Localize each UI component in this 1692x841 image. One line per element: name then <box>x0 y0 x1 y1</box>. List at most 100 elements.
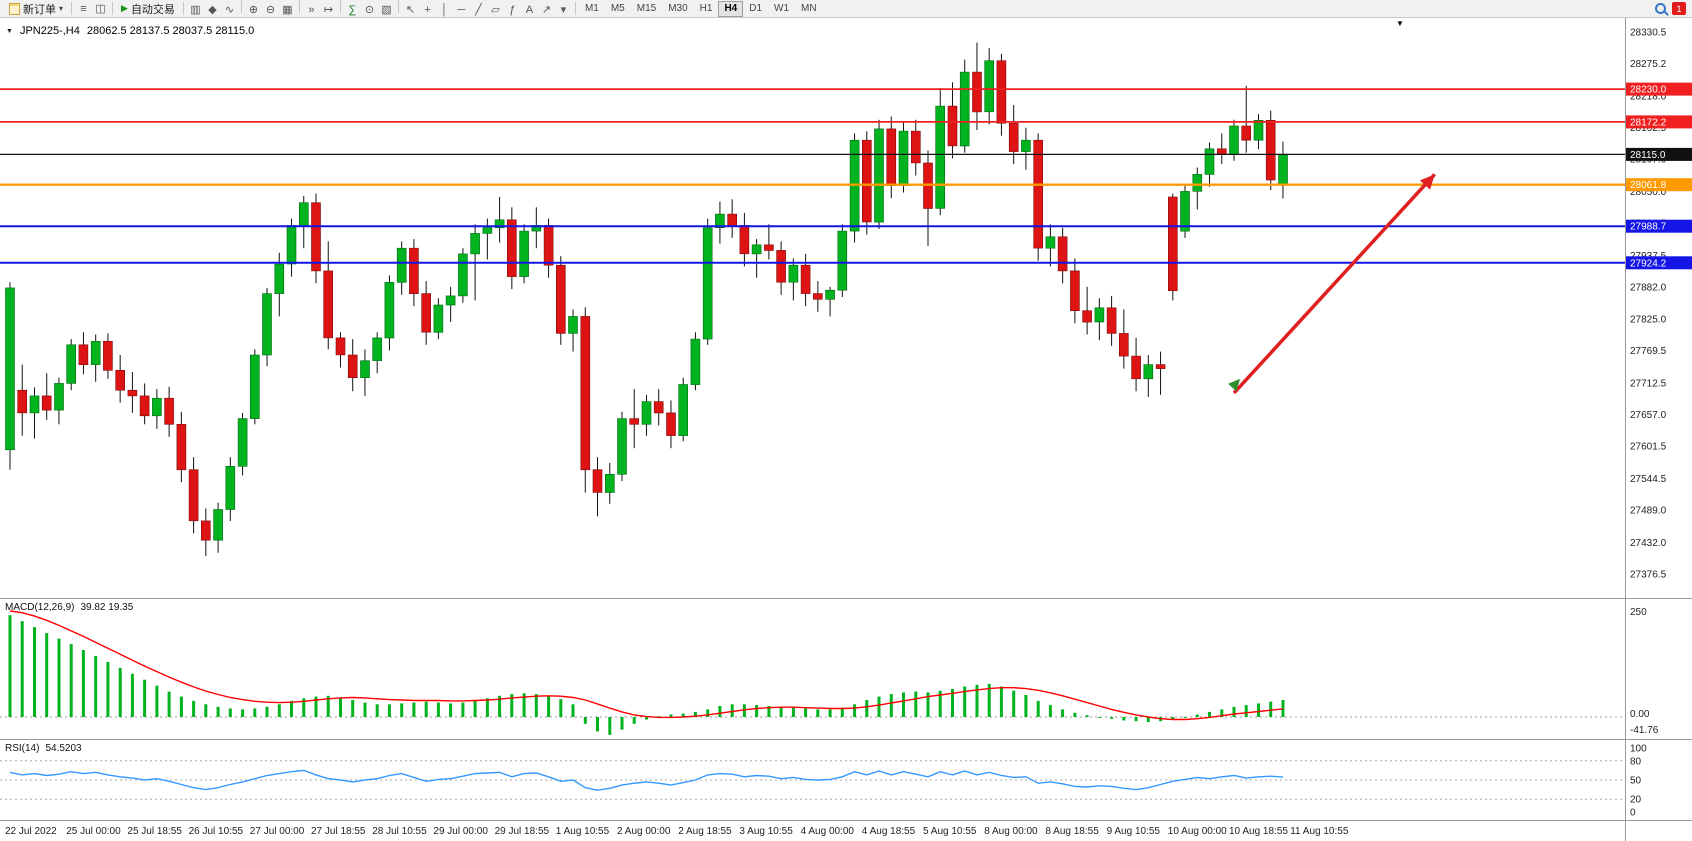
candle <box>1229 125 1239 155</box>
cursor-icon[interactable]: ↖ <box>405 3 416 16</box>
candle <box>237 418 248 467</box>
macd-indicator[interactable]: 250 0.00 -41.76 <box>0 599 1692 739</box>
macd-bar <box>681 713 685 717</box>
rsi-panel: 100 80 50 20 0 RSI(14) 54.5203 <box>0 739 1692 820</box>
timeframe-h1[interactable]: H1 <box>694 1 719 17</box>
time-axis[interactable]: 22 Jul 2022 25 Jul 00:00 25 Jul 18:55 26 Ju… <box>0 820 1692 841</box>
time-axis-label: 9 Aug 10:55 <box>1106 826 1160 837</box>
time-axis-label: 3 Aug 10:55 <box>739 826 793 837</box>
shapes-dropdown-icon[interactable]: ▾ <box>560 3 567 16</box>
bar-chart-icon[interactable]: ▥ <box>190 3 201 16</box>
zoom-out-icon[interactable]: ⊖ <box>265 3 276 16</box>
search-icon[interactable] <box>1655 3 1666 14</box>
macd-bar <box>216 706 220 717</box>
macd-bar <box>1269 701 1273 717</box>
timeframe-m5[interactable]: M5 <box>605 1 631 17</box>
line-chart-icon[interactable]: ∿ <box>224 3 235 16</box>
candle <box>1192 174 1203 192</box>
zoom-in-icon[interactable]: ⊕ <box>248 3 259 16</box>
chart-shift-marker[interactable]: ▼ <box>1396 19 1404 28</box>
timeframe-mn[interactable]: MN <box>795 1 823 17</box>
candle <box>494 219 505 229</box>
candle <box>347 354 358 379</box>
macd-bar <box>853 704 857 717</box>
candlestick-chart-icon[interactable]: ◆ <box>208 3 217 16</box>
candle <box>164 397 174 425</box>
candle <box>201 520 211 541</box>
macd-bar <box>1257 703 1260 717</box>
toolbar-separator <box>574 2 576 15</box>
macd-bar <box>81 650 85 717</box>
candle <box>421 293 432 333</box>
timeframe-d1[interactable]: D1 <box>743 1 768 17</box>
candle <box>947 105 958 147</box>
price-axis-label: 27882.0 <box>1630 282 1667 293</box>
toolbar-separator <box>298 0 300 13</box>
trend-arrow[interactable] <box>1232 173 1436 395</box>
price-badge-label: 27988.7 <box>1630 222 1667 233</box>
timeframe-m30[interactable]: M30 <box>662 1 693 17</box>
candle <box>433 304 444 333</box>
arrows-icon[interactable]: ↗ <box>541 3 552 16</box>
macd-bar <box>669 714 673 717</box>
macd-bar <box>583 717 587 724</box>
new-order-button[interactable]: 新订单 ▾ <box>4 1 68 17</box>
timeframe-w1[interactable]: W1 <box>768 1 795 17</box>
price-axis-label: 27432.0 <box>1630 538 1667 549</box>
macd-bar <box>277 704 281 717</box>
rsi-axis-label: 100 <box>1630 744 1647 755</box>
periods-icon[interactable]: ⊙ <box>364 3 375 16</box>
candle <box>1119 333 1129 357</box>
indicators-icon[interactable]: ∑ <box>348 3 357 16</box>
macd-bar <box>804 708 808 717</box>
channel-icon[interactable]: ▱ <box>491 3 500 16</box>
candle <box>213 509 223 541</box>
horizontal-line-icon[interactable]: ─ <box>457 3 466 16</box>
candle <box>262 293 272 356</box>
rsi-value: 54.5203 <box>45 743 82 754</box>
symbol-period-label: JPN225-,H4 <box>19 25 80 37</box>
price-badge <box>1626 147 1692 161</box>
crosshair-icon[interactable]: + <box>424 3 431 16</box>
candle <box>935 105 946 209</box>
candle <box>311 202 321 272</box>
fibonacci-icon[interactable]: ƒ <box>509 3 516 16</box>
macd-bar <box>424 701 428 717</box>
candle <box>360 360 370 379</box>
candle <box>152 397 162 417</box>
candle <box>298 202 309 226</box>
macd-bar <box>326 695 330 717</box>
macd-bar <box>339 697 342 717</box>
macd-values: 39.82 19.35 <box>80 602 134 613</box>
market-watch-icon[interactable]: ≡ <box>80 2 87 15</box>
chart-header: ▼ JPN225-,H4 28062.5 28137.5 28037.5 281… <box>6 25 254 37</box>
macd-bar <box>938 690 942 717</box>
tile-windows-icon[interactable]: ▦ <box>282 3 293 16</box>
macd-bar <box>596 717 599 732</box>
trendline-icon[interactable]: ╱ <box>475 3 482 16</box>
vertical-line-icon[interactable]: │ <box>441 3 448 16</box>
macd-bar <box>130 673 134 717</box>
chart-shift-icon[interactable]: ↦ <box>323 3 334 16</box>
autoscroll-icon[interactable]: » <box>308 3 315 16</box>
toolbar-right: 1 <box>1655 2 1688 15</box>
candlestick-chart[interactable]: 28330.528275.228218.028162.528107.028050… <box>0 18 1692 598</box>
price-badge <box>1626 219 1692 233</box>
macd-bar <box>779 706 783 717</box>
data-window-icon[interactable]: ◫ <box>95 2 106 15</box>
candle <box>250 354 260 419</box>
collapse-icon[interactable]: ▼ <box>6 27 13 35</box>
candle <box>470 233 480 255</box>
autotrading-button[interactable]: ▶ 自动交易 <box>116 1 180 17</box>
candle <box>115 369 125 391</box>
templates-icon[interactable]: ▧ <box>381 3 392 16</box>
candle <box>286 225 297 265</box>
macd-bar <box>902 692 905 717</box>
timeframe-h4[interactable]: H4 <box>718 0 744 17</box>
timeframe-m15[interactable]: M15 <box>631 1 662 17</box>
text-icon[interactable]: A <box>525 3 534 16</box>
macd-bar <box>265 706 269 717</box>
notification-badge[interactable]: 1 <box>1672 2 1686 15</box>
timeframe-m1[interactable]: M1 <box>579 1 605 17</box>
